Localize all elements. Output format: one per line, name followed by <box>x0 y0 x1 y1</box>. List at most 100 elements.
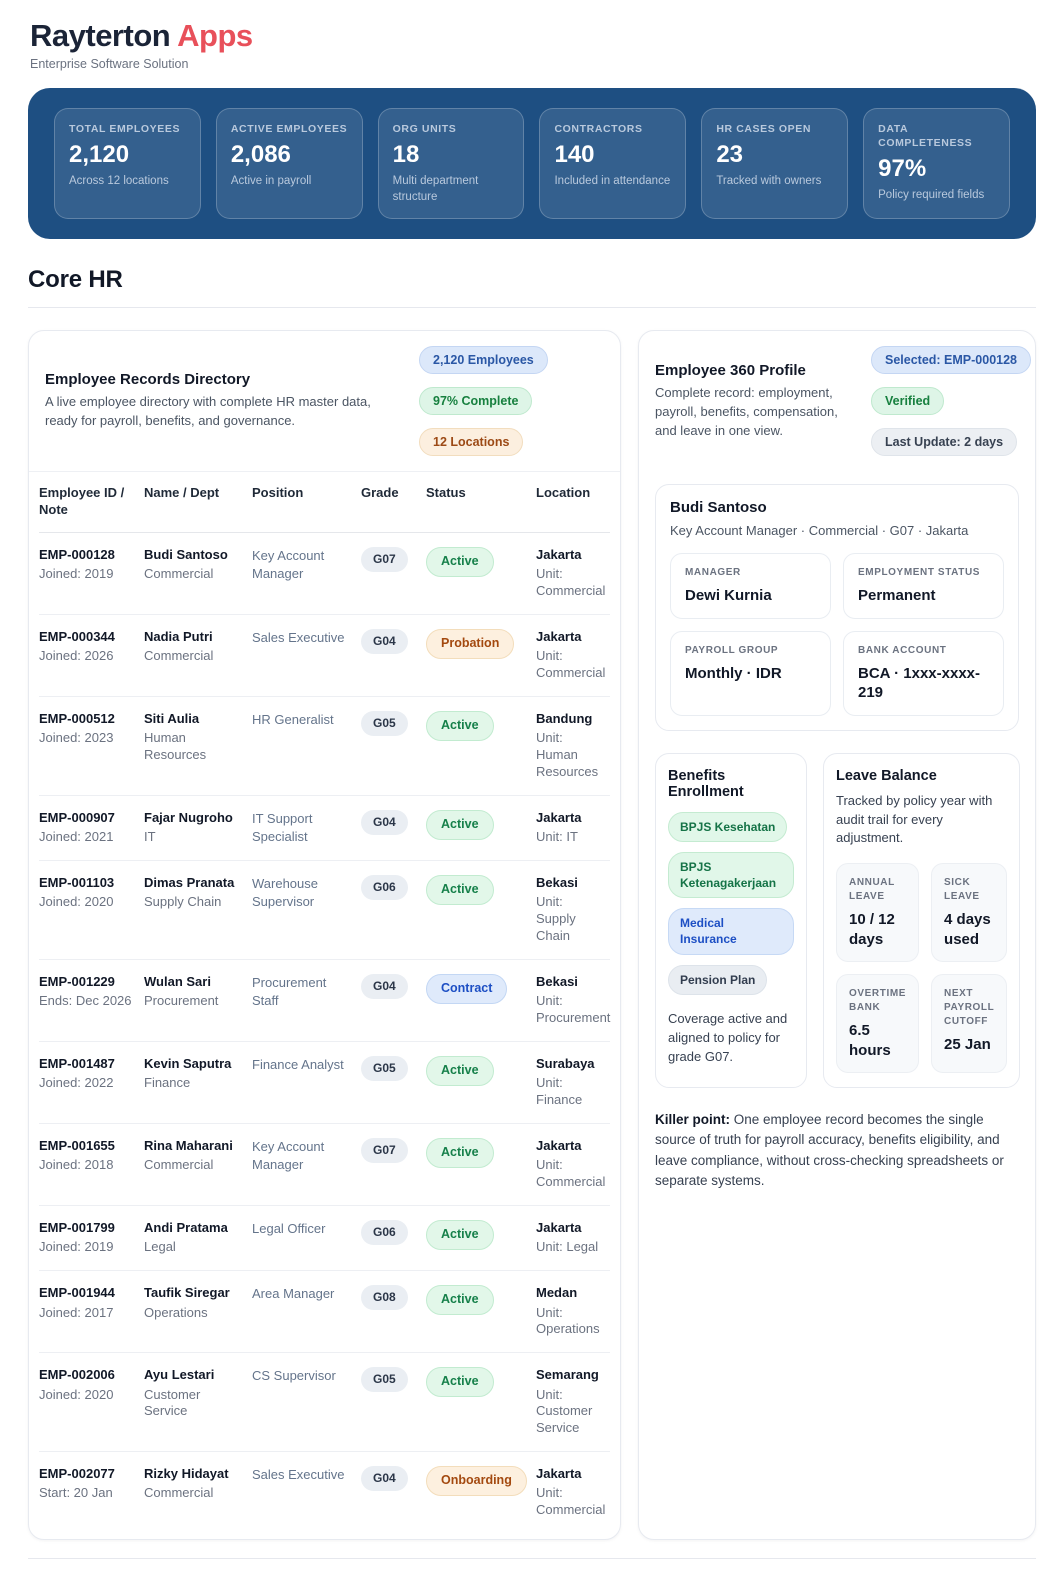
location-cell: Surabaya Unit: Finance <box>536 1056 610 1109</box>
location-cell: Semarang Unit: Customer Service <box>536 1367 610 1437</box>
location-city: Jakarta <box>536 546 582 562</box>
employee-dept: IT <box>144 829 156 845</box>
table-row[interactable]: EMP-002006 Joined: 2020 Ayu Lestari Cust… <box>39 1353 610 1453</box>
status-pill: Active <box>426 1138 494 1168</box>
table-row[interactable]: EMP-000344 Joined: 2026 Nadia Putri Comm… <box>39 615 610 698</box>
leave-tile-label: NEXT PAYROLL CUTOFF <box>944 988 995 1028</box>
table-row[interactable]: EMP-001103 Joined: 2020 Dimas Pranata Su… <box>39 861 610 961</box>
status-pill: Active <box>426 1056 494 1086</box>
status-cell: Onboarding <box>426 1466 536 1496</box>
location-unit: Unit: Supply Chain <box>536 894 576 944</box>
status-badge: 97% Complete <box>419 387 533 416</box>
directory-panel: Employee Records Directory A live employ… <box>28 330 621 1541</box>
status-cell: Active <box>426 546 536 577</box>
benefit-plan-pill: Pension Plan <box>668 964 768 995</box>
employee-name: Siti Aulia <box>144 711 200 727</box>
employee-note: Joined: 2023 <box>39 730 114 746</box>
employee-id-cell: EMP-000512 Joined: 2023 <box>39 711 144 747</box>
status-pill: Active <box>426 1367 494 1397</box>
table-row[interactable]: EMP-000128 Joined: 2019 Budi Santoso Com… <box>39 533 610 616</box>
status-cell: Active <box>426 711 536 741</box>
table-row[interactable]: EMP-001655 Joined: 2018 Rina Maharani Co… <box>39 1124 610 1207</box>
location-city: Bandung <box>536 711 593 727</box>
employee-id-cell: EMP-000344 Joined: 2026 <box>39 629 144 665</box>
table-row[interactable]: EMP-000512 Joined: 2023 Siti Aulia Human… <box>39 697 610 796</box>
leave-tile-value: 6.5 hours <box>849 1022 891 1059</box>
stat-card: ORG UNITS 18 Multi department structure <box>377 108 525 220</box>
field-label: MANAGER <box>685 567 741 579</box>
table-row[interactable]: EMP-002077 Start: 20 Jan Rizky Hidayat C… <box>39 1452 610 1533</box>
stat-value: 97% <box>878 155 927 183</box>
location-city: Jakarta <box>536 1466 582 1482</box>
employee-note: Ends: Dec 2026 <box>39 993 132 1009</box>
employee-name: Taufik Siregar <box>144 1285 230 1301</box>
grade-pill: G05 <box>361 711 408 737</box>
employee-name: Andi Pratama <box>144 1220 228 1236</box>
grade-pill: G08 <box>361 1285 408 1311</box>
table-row[interactable]: EMP-001799 Joined: 2019 Andi Pratama Leg… <box>39 1206 610 1272</box>
leave-tile: OVERTIME BANK 6.5 hours <box>836 974 920 1074</box>
benefits-plan-list: BPJS Kesehatan BPJS Ketenagakerjaan Medi… <box>668 811 794 995</box>
employee-id: EMP-001487 <box>39 1056 115 1072</box>
location-unit: Unit: Human Resources <box>536 730 599 780</box>
employee-id: EMP-002006 <box>39 1367 115 1383</box>
brand-accent: Apps <box>177 18 253 53</box>
employee-id: EMP-001799 <box>39 1220 115 1236</box>
benefits-card: Benefits Enrollment BPJS Kesehatan BPJS … <box>655 752 807 1089</box>
location-unit: Unit: Commercial <box>536 1157 606 1190</box>
status-cell: Active <box>426 1056 536 1086</box>
employee-note: Joined: 2017 <box>39 1304 114 1320</box>
employee-note: Joined: 2026 <box>39 648 114 664</box>
location-cell: Bandung Unit: Human Resources <box>536 711 610 781</box>
employee-name: Rizky Hidayat <box>144 1466 229 1482</box>
stat-label: HR CASES OPEN <box>716 123 812 135</box>
employee-name: Dimas Pranata <box>144 875 235 891</box>
employee-name: Fajar Nugroho <box>144 809 233 825</box>
location-city: Surabaya <box>536 1056 595 1072</box>
stat-value: 2,120 <box>69 141 130 169</box>
employee-field-grid: MANAGER Dewi Kurnia EMPLOYMENT STATUS Pe… <box>670 553 1004 716</box>
table-row[interactable]: EMP-000907 Joined: 2021 Fajar Nugroho IT… <box>39 796 610 862</box>
employee-summary-card: Budi Santoso Key Account Manager · Comme… <box>655 484 1019 731</box>
location-unit: Unit: Commercial <box>536 1485 606 1518</box>
grade-cell: G04 <box>361 1466 426 1492</box>
profile-body: Budi Santoso Key Account Manager · Comme… <box>639 471 1035 1207</box>
stat-sub: Policy required fields <box>878 189 985 202</box>
name-dept-cell: Andi Pratama Legal <box>144 1220 252 1256</box>
employee-id-cell: EMP-002077 Start: 20 Jan <box>39 1466 144 1502</box>
stat-label: DATA COMPLETENESS <box>878 123 973 150</box>
position-cell: Legal Officer <box>252 1221 326 1237</box>
employee-note: Start: 20 Jan <box>39 1485 113 1501</box>
location-city: Jakarta <box>536 1138 582 1154</box>
location-cell: Jakarta Unit: Commercial <box>536 1466 615 1519</box>
location-city: Bekasi <box>536 974 578 990</box>
table-row[interactable]: EMP-001487 Joined: 2022 Kevin Saputra Fi… <box>39 1042 610 1125</box>
employee-dept: Finance <box>144 1075 191 1091</box>
position-cell: Key Account Manager <box>252 1139 325 1172</box>
field-value: BCA · 1xxx-xxxx-219 <box>858 664 980 702</box>
employee-name: Ayu Lestari <box>144 1367 215 1383</box>
status-badge: Selected: EMP-000128 <box>871 346 1032 375</box>
field-label: PAYROLL GROUP <box>685 644 779 656</box>
employee-table: Employee ID / Note Name / Dept Position … <box>29 472 620 1539</box>
table-row[interactable]: EMP-001944 Joined: 2017 Taufik Siregar O… <box>39 1271 610 1354</box>
stat-value: 140 <box>554 141 595 169</box>
leave-tile-label: OVERTIME BANK <box>849 988 907 1014</box>
status-cell: Active <box>426 1220 536 1250</box>
employee-note: Joined: 2022 <box>39 1075 114 1091</box>
column-header-location: Location <box>536 485 591 501</box>
status-badge: 12 Locations <box>419 428 524 457</box>
status-cell: Probation <box>426 629 536 659</box>
employee-id: EMP-002077 <box>39 1466 115 1482</box>
directory-header-text: Employee Records Directory A live employ… <box>45 371 409 431</box>
profile-description: Complete record: employment, payroll, be… <box>655 384 838 438</box>
location-city: Jakarta <box>536 629 582 645</box>
stat-card: TOTAL EMPLOYEES 2,120 Across 12 location… <box>54 108 201 220</box>
grade-cell: G04 <box>361 974 426 1000</box>
section-title: Core HR <box>28 266 123 294</box>
table-row[interactable]: EMP-001229 Ends: Dec 2026 Wulan Sari Pro… <box>39 960 610 1043</box>
field-value: Monthly · IDR <box>685 664 782 682</box>
employee-id: EMP-001229 <box>39 974 115 990</box>
stat-sub: Included in attendance <box>554 175 671 188</box>
employee-field-tile: EMPLOYMENT STATUS Permanent <box>843 553 1004 619</box>
